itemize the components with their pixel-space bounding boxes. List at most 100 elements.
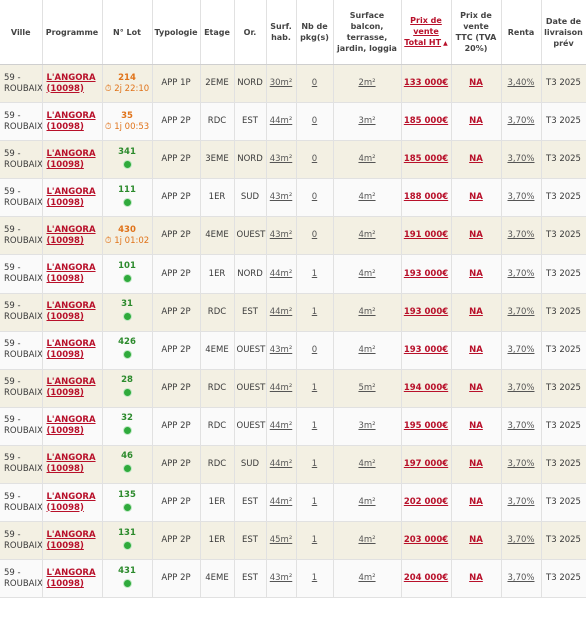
renta-link[interactable]: 3,70% — [507, 230, 535, 241]
programme-link[interactable]: L'ANGORA — [46, 148, 96, 159]
cell-programme[interactable]: L'ANGORA (10098) — [42, 140, 103, 180]
cell-parking[interactable]: 1 — [296, 521, 334, 561]
surface-link[interactable]: 44m² — [269, 382, 293, 393]
programme-code-link[interactable]: (10098) — [46, 159, 84, 170]
cell-programme[interactable]: L'ANGORA (10098) — [42, 369, 103, 408]
cell-balcon[interactable]: 4m² — [333, 521, 402, 561]
cell-surface[interactable]: 44m² — [266, 102, 297, 142]
cell-balcon[interactable]: 4m² — [333, 140, 402, 180]
surface-link[interactable]: 44m² — [269, 306, 293, 317]
balcon-link[interactable]: 2m² — [358, 78, 376, 89]
cell-parking[interactable]: 1 — [296, 293, 334, 332]
parking-link[interactable]: 1 — [311, 306, 318, 317]
cell-renta[interactable]: 3,70% — [501, 293, 542, 332]
parking-link[interactable]: 0 — [311, 154, 318, 165]
renta-link[interactable]: 3,70% — [507, 192, 535, 203]
cell-parking[interactable]: 1 — [296, 483, 334, 523]
prix-ttc-link[interactable]: NA — [469, 268, 483, 279]
programme-link[interactable]: L'ANGORA — [46, 186, 96, 197]
cell-prix-ht[interactable]: 195 000€ — [401, 407, 452, 446]
parking-link[interactable]: 1 — [311, 420, 318, 431]
balcon-link[interactable]: 4m² — [358, 192, 376, 203]
renta-link[interactable]: 3,70% — [507, 154, 535, 165]
cell-prix-ht[interactable]: 204 000€ — [401, 559, 452, 599]
cell-programme[interactable]: L'ANGORA (10098) — [42, 559, 103, 599]
prix-ht-link[interactable]: 133 000€ — [403, 78, 449, 89]
cell-prix-ht[interactable]: 203 000€ — [401, 521, 452, 561]
prix-ht-link[interactable]: 195 000€ — [403, 420, 449, 431]
prix-ttc-link[interactable]: NA — [469, 573, 483, 584]
cell-surface[interactable]: 44m² — [266, 445, 297, 485]
cell-prix-ttc[interactable]: NA — [451, 293, 502, 332]
prix-ht-link[interactable]: 194 000€ — [403, 382, 449, 393]
cell-prix-ttc[interactable]: NA — [451, 140, 502, 180]
prix-ttc-link[interactable]: NA — [469, 344, 483, 355]
cell-prix-ttc[interactable]: NA — [451, 559, 502, 599]
cell-renta[interactable]: 3,70% — [501, 559, 542, 599]
cell-prix-ttc[interactable]: NA — [451, 445, 502, 485]
parking-link[interactable]: 1 — [311, 535, 318, 546]
prix-ttc-link[interactable]: NA — [469, 78, 483, 89]
prix-ttc-link[interactable]: NA — [469, 535, 483, 546]
cell-parking[interactable]: 1 — [296, 407, 334, 446]
cell-prix-ht[interactable]: 197 000€ — [401, 445, 452, 485]
surface-link[interactable]: 43m² — [269, 192, 293, 203]
parking-link[interactable]: 1 — [311, 382, 318, 393]
surface-link[interactable]: 44m² — [269, 458, 293, 469]
programme-link[interactable]: L'ANGORA — [46, 263, 96, 274]
programme-code-link[interactable]: (10098) — [46, 540, 84, 551]
cell-prix-ttc[interactable]: NA — [451, 178, 502, 218]
cell-balcon[interactable]: 5m² — [333, 369, 402, 408]
prix-ht-link[interactable]: 193 000€ — [403, 344, 449, 355]
parking-link[interactable]: 0 — [311, 78, 318, 89]
cell-renta[interactable]: 3,70% — [501, 102, 542, 142]
programme-code-link[interactable]: (10098) — [46, 312, 84, 323]
surface-link[interactable]: 45m² — [269, 535, 293, 546]
cell-parking[interactable]: 0 — [296, 140, 334, 180]
programme-link[interactable]: L'ANGORA — [46, 453, 96, 464]
cell-programme[interactable]: L'ANGORA (10098) — [42, 216, 103, 256]
cell-surface[interactable]: 44m² — [266, 254, 297, 294]
programme-code-link[interactable]: (10098) — [46, 502, 84, 513]
cell-parking[interactable]: 0 — [296, 178, 334, 218]
prix-ht-link[interactable]: 197 000€ — [403, 458, 449, 469]
prix-ttc-link[interactable]: NA — [469, 230, 483, 241]
cell-surface[interactable]: 43m² — [266, 140, 297, 180]
programme-code-link[interactable]: (10098) — [46, 197, 84, 208]
cell-renta[interactable]: 3,70% — [501, 331, 542, 370]
programme-code-link[interactable]: (10098) — [46, 464, 84, 475]
cell-parking[interactable]: 1 — [296, 369, 334, 408]
parking-link[interactable]: 0 — [311, 344, 318, 355]
renta-link[interactable]: 3,70% — [507, 458, 535, 469]
programme-code-link[interactable]: (10098) — [46, 121, 84, 132]
programme-link[interactable]: L'ANGORA — [46, 339, 96, 350]
surface-link[interactable]: 43m² — [269, 344, 293, 355]
prix-ttc-link[interactable]: NA — [469, 192, 483, 203]
cell-surface[interactable]: 43m² — [266, 178, 297, 218]
cell-prix-ttc[interactable]: NA — [451, 483, 502, 523]
sort-prix-ht-link[interactable]: Prix de vente Total HT — [404, 16, 442, 47]
renta-link[interactable]: 3,40% — [507, 78, 535, 89]
surface-link[interactable]: 43m² — [269, 230, 293, 241]
cell-surface[interactable]: 45m² — [266, 521, 297, 561]
cell-programme[interactable]: L'ANGORA (10098) — [42, 64, 103, 104]
programme-link[interactable]: L'ANGORA — [46, 224, 96, 235]
parking-link[interactable]: 1 — [311, 573, 318, 584]
cell-balcon[interactable]: 4m² — [333, 293, 402, 332]
balcon-link[interactable]: 4m² — [358, 458, 376, 469]
cell-prix-ttc[interactable]: NA — [451, 64, 502, 104]
cell-balcon[interactable]: 4m² — [333, 216, 402, 256]
cell-prix-ht[interactable]: 185 000€ — [401, 140, 452, 180]
balcon-link[interactable]: 4m² — [358, 230, 376, 241]
programme-link[interactable]: L'ANGORA — [46, 301, 96, 312]
programme-link[interactable]: L'ANGORA — [46, 110, 96, 121]
cell-renta[interactable]: 3,70% — [501, 140, 542, 180]
prix-ttc-link[interactable]: NA — [469, 154, 483, 165]
cell-prix-ht[interactable]: 185 000€ — [401, 102, 452, 142]
cell-balcon[interactable]: 4m² — [333, 331, 402, 370]
cell-programme[interactable]: L'ANGORA (10098) — [42, 521, 103, 561]
programme-code-link[interactable]: (10098) — [46, 274, 84, 285]
cell-prix-ht[interactable]: 191 000€ — [401, 216, 452, 256]
renta-link[interactable]: 3,70% — [507, 116, 535, 127]
prix-ht-link[interactable]: 204 000€ — [403, 573, 449, 584]
